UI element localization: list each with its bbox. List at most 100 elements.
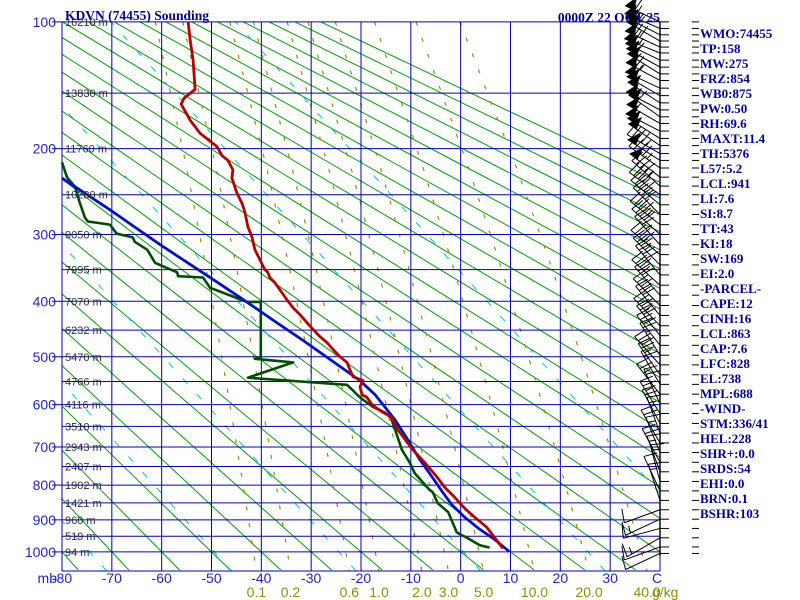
dry-adiabat-line — [165, 22, 660, 289]
pressure-label: 300 — [33, 226, 57, 242]
pressure-unit-label: mb — [38, 570, 58, 586]
pressure-label: 600 — [33, 397, 57, 413]
altitude-label: 519 m — [65, 531, 96, 543]
pressure-label: 100 — [33, 14, 57, 30]
mixing-ratio-label: 10.0 — [521, 584, 548, 600]
temp-tick-label: 10 — [503, 570, 519, 586]
barb-pennant — [626, 96, 640, 110]
wind-barb — [634, 259, 699, 296]
datetime-label: 0000Z 22 OCT 25 — [557, 10, 660, 25]
panel-index-line: LCL:863 — [700, 326, 751, 341]
dry-adiabat-line — [191, 22, 660, 270]
temp-tick-label: -40 — [251, 570, 271, 586]
dry-adiabat-line — [268, 22, 660, 216]
altitude-label: 16210 m — [65, 17, 108, 29]
mixing-ratio-line — [252, 22, 380, 571]
moist-adiabat-line — [62, 105, 481, 571]
mixing-ratio-label: 2.0 — [412, 584, 432, 600]
temperature-trace — [179, 21, 505, 550]
pressure-label: 1000 — [25, 544, 56, 560]
altitude-label: 4766 m — [65, 377, 102, 389]
wind-barb — [635, 238, 699, 276]
mixing-ratio-label: 0.1 — [247, 584, 267, 600]
wind-barb — [626, 46, 699, 75]
dry-adiabat-line — [62, 90, 660, 488]
panel-index-line: HEL:228 — [700, 431, 752, 446]
panel-index-line: EI:2.0 — [700, 266, 735, 281]
temp-tick-label: 20 — [553, 570, 569, 586]
altitude-label: 9050 m — [65, 229, 102, 241]
wind-barb — [627, 74, 699, 104]
altitude-label: 4116 m — [65, 400, 101, 412]
moist-adiabat-line — [110, 22, 606, 571]
panel-index-line: -PARCEL- — [700, 281, 762, 296]
altitude-label: 2943 m — [65, 442, 102, 454]
dry-adiabat-line — [62, 293, 383, 571]
mixing-ratio-label: 20.0 — [575, 584, 602, 600]
wind-barb — [631, 250, 699, 286]
panel-index-line: LI:7.6 — [700, 191, 735, 206]
dry-adiabat-line — [62, 71, 660, 458]
barb-pennant — [627, 74, 642, 88]
panel-index-line: SHR+:0.0 — [700, 446, 755, 461]
altitude-label: 3510 m — [65, 421, 102, 433]
panel-index-line: MW:275 — [700, 56, 749, 71]
dry-adiabat-line — [62, 110, 660, 520]
barb-pennant — [626, 46, 641, 60]
temp-tick-label: 30 — [602, 570, 618, 586]
mixing-ratio-line — [415, 22, 590, 571]
mixing-ratio-line — [334, 22, 485, 571]
altitude-label: 94 m — [65, 547, 89, 559]
background-lines — [62, 22, 660, 571]
panel-index-line: CINH:16 — [700, 311, 752, 326]
wind-barb — [621, 508, 699, 524]
panel-index-line: EHI:0.0 — [700, 476, 745, 491]
panel-index-line: CAPE:12 — [700, 296, 753, 311]
wind-barb — [621, 552, 699, 570]
panel-index-line: L57:5.2 — [700, 161, 743, 176]
wind-barb — [634, 328, 699, 366]
temp-tick-label: 0 — [457, 570, 465, 586]
wind-barb — [640, 404, 699, 444]
wind-barb — [627, 116, 699, 147]
panel-index-line: LFC:828 — [700, 356, 750, 371]
pressure-label: 400 — [33, 293, 57, 309]
wind-barb — [647, 461, 699, 501]
panel-index-line: LCL:941 — [700, 176, 751, 191]
wind-barb — [621, 524, 699, 539]
barb-pennant — [627, 116, 643, 130]
dry-adiabat-line — [114, 22, 660, 332]
panel-index-line: SRDS:54 — [700, 461, 751, 476]
barb-pennant — [626, 110, 641, 124]
wind-barb — [637, 337, 699, 376]
panel-index-line: FRZ:854 — [700, 71, 750, 86]
altitude-label: 11760 m — [65, 144, 107, 156]
altitude-label: 10280 m — [65, 190, 108, 202]
wind-barb — [639, 317, 699, 356]
moist-adiabat-line — [235, 22, 660, 495]
temp-tick-label: -50 — [201, 570, 221, 586]
panel-index-line: EL:738 — [700, 371, 742, 386]
grid — [52, 21, 661, 572]
mixing-ratio-line — [459, 22, 648, 571]
dry-adiabat-line — [88, 22, 660, 355]
wind-barb — [621, 546, 699, 561]
wind-barb — [630, 220, 699, 256]
panel-index-line: CAP:7.6 — [700, 341, 748, 356]
panel-index-line: TP:158 — [700, 41, 741, 56]
panel-index-line: TT:43 — [700, 221, 734, 236]
wind-barb — [632, 270, 699, 306]
pressure-label: 200 — [33, 141, 57, 157]
wind-barb — [625, 54, 699, 81]
mixing-ratio-label: 0.6 — [340, 584, 360, 600]
mixing-ratio-label: 40.0 — [633, 584, 660, 600]
altitude-label: 960 m — [65, 515, 96, 527]
panel-index-line: WB0:875 — [700, 86, 752, 101]
altitude-label: 13830 m — [65, 88, 108, 100]
altitude-label: 7070 m — [65, 296, 102, 308]
dry-adiabat-line — [243, 22, 660, 233]
mixing-ratio-label: 5.0 — [474, 584, 494, 600]
dry-adiabat-line — [62, 36, 660, 404]
panel-index-line: -WIND- — [700, 401, 746, 416]
